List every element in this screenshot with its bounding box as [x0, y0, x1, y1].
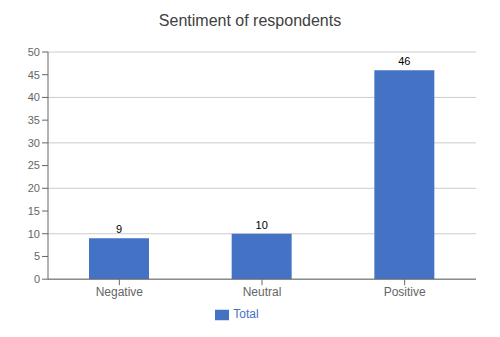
svg-text:Neutral: Neutral [243, 285, 282, 299]
svg-text:5: 5 [34, 250, 40, 262]
svg-text:15: 15 [28, 205, 40, 217]
svg-text:30: 30 [28, 137, 40, 149]
svg-text:9: 9 [116, 223, 122, 235]
svg-text:10: 10 [28, 228, 40, 240]
svg-text:Positive: Positive [384, 285, 426, 299]
html-text:Total: Total [233, 307, 259, 322]
svg-text:Negative: Negative [96, 285, 144, 299]
svg-text:40: 40 [28, 91, 40, 103]
svg-text:0: 0 [34, 273, 40, 285]
svg-text:20: 20 [28, 182, 40, 194]
svg-text:50: 50 [28, 46, 40, 58]
svg-text:35: 35 [28, 114, 40, 126]
svg-text:45: 45 [28, 69, 40, 81]
svg-text:10: 10 [256, 219, 268, 231]
svg-text:25: 25 [28, 159, 40, 171]
html-text:Sentiment of respondents: Sentiment of respondents [158, 12, 342, 29]
svg-text:46: 46 [398, 55, 410, 67]
